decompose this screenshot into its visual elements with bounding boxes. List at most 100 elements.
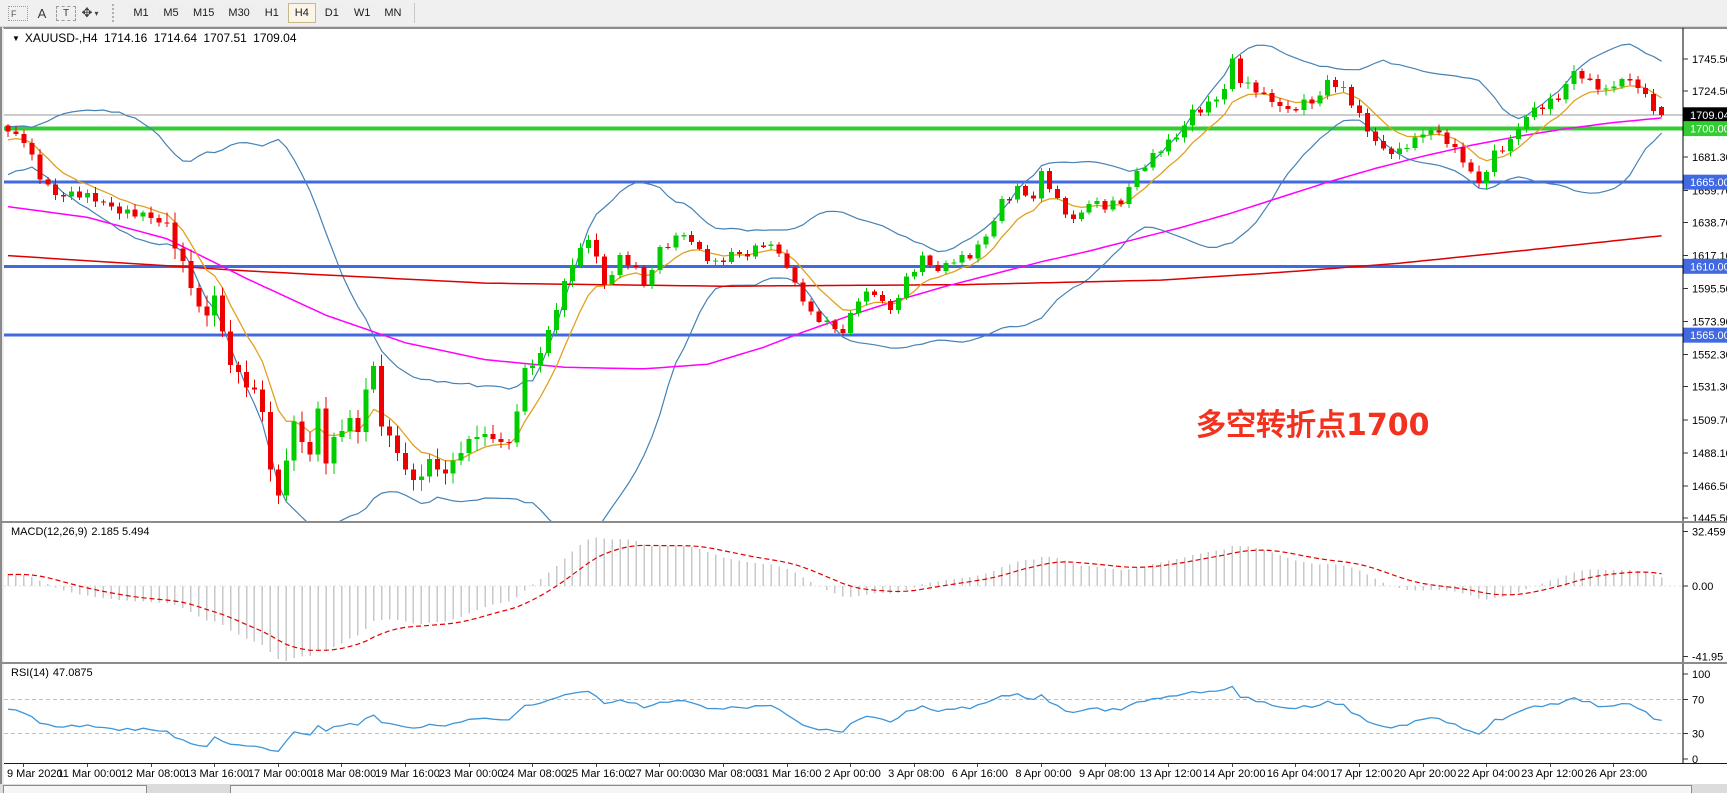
text-label-icon[interactable]: T (56, 5, 76, 21)
time-axis-tick (214, 764, 216, 767)
chart-annotation-text: 多空转折点1700 (1196, 408, 1430, 443)
toolbar-drag-handle[interactable] (112, 4, 118, 22)
timeframe-h1-button[interactable]: H1 (257, 3, 286, 23)
time-axis[interactable]: 9 Mar 2020 11 Mar 00:00 12 Mar 08:00 13 Mar… (4, 763, 1727, 784)
macd-name: MACD(12,26,9) (11, 526, 88, 538)
chart-top-border (0, 27, 1727, 28)
date-axis-label: 17 Apr 12:00 (1330, 768, 1393, 780)
date-axis-label: 20 Apr 20:00 (1393, 768, 1457, 780)
timeframe-d1-button[interactable]: D1 (317, 3, 346, 23)
price-axis-tick: 1745.50 (1692, 54, 1727, 66)
date-axis-label: 25 Mar 16:00 (565, 768, 631, 780)
toolbar-separator (414, 3, 416, 23)
symbol-period-label: XAUUSD-,H4 (24, 31, 98, 45)
price-axis-tick: 1638.70 (1692, 217, 1727, 229)
date-axis-label: 13 Apr 12:00 (1139, 768, 1202, 780)
timeframe-m30-button[interactable]: M30 (222, 3, 256, 23)
date-axis-label: 11 Mar 00:00 (57, 768, 122, 780)
price-badge: 1665.00 (1690, 177, 1727, 189)
date-axis-label: 23 Mar 00:00 (438, 768, 504, 780)
macd-canvas[interactable]: 32.459 0.00 -41.95 (4, 523, 1727, 662)
rsi-axis-tick: 30 (1692, 729, 1704, 741)
time-axis-tick (977, 764, 979, 767)
price-axis-tick: 1531.30 (1692, 382, 1727, 394)
rsi-value: 47.0875 (52, 667, 93, 679)
rsi-label: RSI(14) 47.0875 (11, 667, 97, 679)
price-axis-tick: 1573.90 (1692, 317, 1727, 329)
time-axis-tick (468, 764, 470, 767)
date-axis-label: 26 Apr 23:00 (1584, 768, 1648, 780)
date-axis-label: 9 Apr 08:00 (1078, 768, 1136, 780)
rsi-panel: 100 70 30 0 RSI(14) 47.0875 (4, 664, 1727, 763)
date-axis-label: 3 Apr 08:00 (888, 768, 945, 780)
time-axis-tick (1295, 764, 1297, 767)
time-axis-tick (341, 764, 343, 767)
chart-tab[interactable] (3, 785, 147, 793)
date-axis-label: 24 Mar 08:00 (502, 768, 568, 780)
timeframe-w1-button[interactable]: W1 (347, 3, 377, 23)
timeframe-m15-button[interactable]: M15 (187, 3, 221, 23)
dropdown-caret-icon[interactable]: ▾ (94, 8, 99, 18)
date-axis-label: 16 Apr 04:00 (1266, 768, 1330, 780)
timeframe-m1-button[interactable]: M1 (127, 3, 155, 23)
price-axis-tick: 1681.30 (1692, 152, 1727, 164)
price-badge: 1610.00 (1690, 261, 1727, 273)
time-axis-tick (405, 764, 406, 767)
date-axis-label: 22 Apr 04:00 (1457, 768, 1520, 780)
time-axis-tick (23, 764, 25, 767)
panel-separator[interactable] (0, 521, 1727, 523)
collapse-triangle-icon[interactable]: ▼ (12, 34, 20, 43)
price-axis-tick: 1724.50 (1692, 86, 1727, 98)
rsi-axis-tick: 0 (1692, 754, 1698, 763)
date-axis-label: 18 Mar 08:00 (311, 768, 377, 780)
timeframe-mn-button[interactable]: MN (378, 3, 408, 23)
price-axis-tick: 1488.10 (1692, 448, 1727, 460)
timeframe-m5-button[interactable]: M5 (157, 3, 185, 23)
time-axis-tick (1549, 764, 1551, 767)
panel-separator[interactable] (0, 662, 1727, 664)
price-axis-tick: 1509.70 (1692, 415, 1727, 427)
time-axis-tick (1486, 764, 1488, 767)
ohlc-high: 1714.64 (153, 31, 198, 45)
objects-icon[interactable]: ✥ ▾ (80, 4, 100, 22)
window-left-edge-highlight (2, 27, 3, 793)
toolbar: F A T ✥ ▾ M1 M5 M15 M30 H1 H4 D1 W1 MN (0, 0, 1727, 27)
price-badge: 1700.00 (1690, 124, 1727, 136)
time-axis-tick (913, 764, 915, 767)
time-axis-tick (1104, 764, 1106, 767)
date-axis-label: 9 Mar 2020 (7, 768, 63, 780)
time-axis-tick (1613, 764, 1615, 767)
chart-grid-f-icon[interactable]: F (8, 5, 28, 21)
window-left-edge (0, 27, 2, 793)
time-axis-tick (1359, 764, 1360, 767)
time-axis-tick (1041, 764, 1042, 767)
time-axis-tick (277, 764, 279, 767)
rsi-name: RSI(14) (11, 667, 49, 679)
date-axis-label: 8 Apr 00:00 (1015, 768, 1072, 780)
price-badge: 1565.00 (1690, 330, 1727, 342)
rsi-canvas[interactable]: 100 70 30 0 (4, 664, 1727, 763)
time-axis-tick (1231, 764, 1233, 767)
timeframe-h4-button[interactable]: H4 (287, 3, 316, 23)
ohlc-low: 1707.51 (203, 31, 247, 45)
date-axis-label: 31 Mar 16:00 (756, 768, 822, 780)
main-chart-panel: 1745.501724.501681.301659.701638.701617.… (4, 28, 1727, 521)
time-axis-tick (595, 764, 597, 767)
macd-values: 2.185 5.494 (91, 526, 150, 538)
text-a-icon[interactable]: A (37, 5, 47, 21)
date-axis-label: 14 Apr 20:00 (1203, 768, 1266, 780)
ohlc-open: 1714.16 (103, 31, 148, 45)
date-axis-label: 19 Mar 16:00 (375, 768, 440, 780)
main-chart-canvas[interactable]: 1745.501724.501681.301659.701638.701617.… (4, 28, 1727, 521)
price-axis-tick: 1445.50 (1692, 513, 1727, 521)
date-axis-label: 12 Mar 08:00 (120, 768, 186, 780)
macd-axis-tick: 32.459 (1692, 527, 1726, 539)
date-axis-label: 13 Mar 16:00 (184, 768, 250, 780)
chart-title: ▼ XAUUSD-,H4 1714.16 1714.64 1707.51 1709… (12, 31, 300, 45)
date-axis-label: 23 Apr 12:00 (1521, 768, 1584, 780)
chart-tab[interactable] (230, 785, 1692, 793)
macd-axis-tick: -41.95 (1692, 651, 1723, 662)
price-axis-tick: 1466.50 (1692, 481, 1727, 493)
date-axis-label: 2 Apr 00:00 (824, 768, 881, 780)
macd-label: MACD(12,26,9) 2.185 5.494 (11, 526, 154, 538)
